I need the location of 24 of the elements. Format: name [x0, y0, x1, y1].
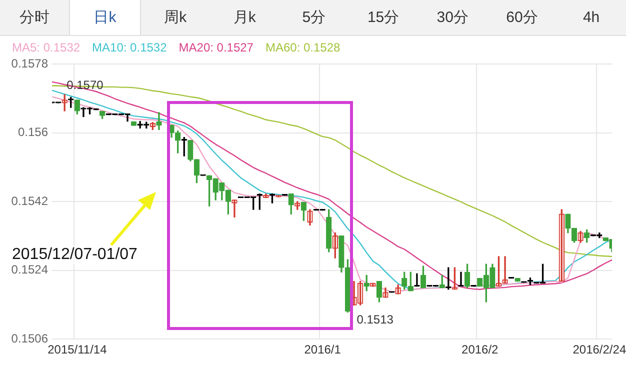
text: MA5: 0.1532 [12, 40, 80, 54]
x-tick-label: 2016/1 [304, 342, 342, 357]
text: 15分 [366, 8, 400, 28]
text: 30分 [436, 8, 470, 28]
y-tick-label: 0.1506 [11, 331, 48, 346]
x-tick-label: 2016/2 [462, 342, 499, 357]
text: MA60: 0.1528 [265, 40, 341, 54]
text: 60分 [505, 8, 539, 28]
annotation: 0.1513 [356, 312, 394, 327]
text: 分时 [18, 8, 51, 28]
text: 5分 [301, 8, 327, 28]
y-tick-label: 0.1578 [11, 56, 48, 70]
text: 4h [582, 8, 601, 28]
text: 周k [163, 8, 188, 28]
y-tick-label: 0.1524 [11, 262, 48, 277]
text: 日k [69, 0, 141, 35]
text: MA10: 0.1532 [92, 40, 168, 54]
x-tick-label: 2015/11/14 [48, 342, 108, 357]
y-tick-label: 0.156 [18, 125, 48, 140]
x-tick-label: 2016/2/24 [572, 342, 626, 357]
text: MA20: 0.1527 [178, 40, 254, 54]
text: 月k [232, 8, 257, 28]
y-tick-label: 0.1542 [11, 194, 48, 208]
annotation: 2015/12/07-01/07 [12, 246, 138, 264]
